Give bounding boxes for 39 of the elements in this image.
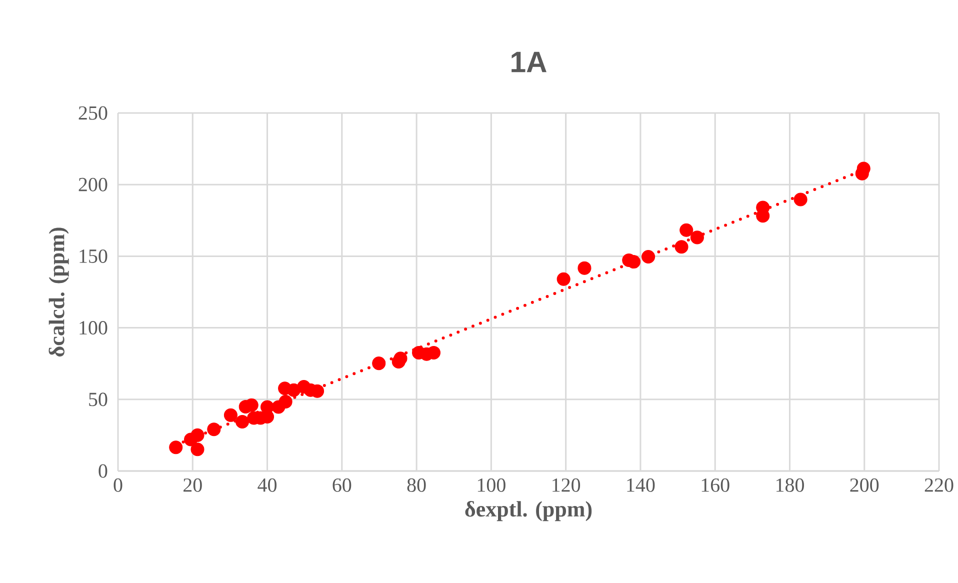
point [794,192,808,206]
y-tick-label: 100 [80,321,108,335]
x-tick-label: 140 [627,478,655,492]
y-tick-label: 150 [80,249,108,263]
x-tick-label: 160 [702,478,730,492]
y-tick-label: 50 [89,392,108,406]
x-tick-label: 180 [776,478,804,492]
point [236,414,250,429]
point [674,240,688,254]
point [224,408,238,422]
point [244,398,258,412]
point [372,356,386,370]
chart-title: 1A [512,52,546,72]
x-tick-label: 20 [184,478,202,492]
point [680,223,694,237]
x-axis-title: δexptl. (ppm) [465,501,592,522]
y-tick-label: 250 [78,106,108,120]
x-tick-label: 200 [850,478,879,492]
point [169,440,183,454]
y-tick-label: 200 [78,178,108,192]
point [690,230,704,244]
y-axis-title: δcalcd. (ppm) [48,228,69,356]
point [207,422,221,436]
point [426,346,440,360]
point [392,354,406,369]
point [190,442,204,456]
point [642,250,656,264]
x-tick-label: 80 [407,478,426,492]
point [278,394,292,408]
x-tick-label: 60 [332,478,352,492]
x-tick-label: 120 [552,478,580,492]
point [578,261,592,275]
point [556,272,570,286]
x-tick-label: 0 [114,478,122,492]
x-tick-label: 40 [258,478,277,492]
point [190,428,204,442]
x-tick-label: 100 [478,478,506,492]
y-tick-label: 0 [98,464,108,478]
x-tick-label: 220 [924,478,954,492]
